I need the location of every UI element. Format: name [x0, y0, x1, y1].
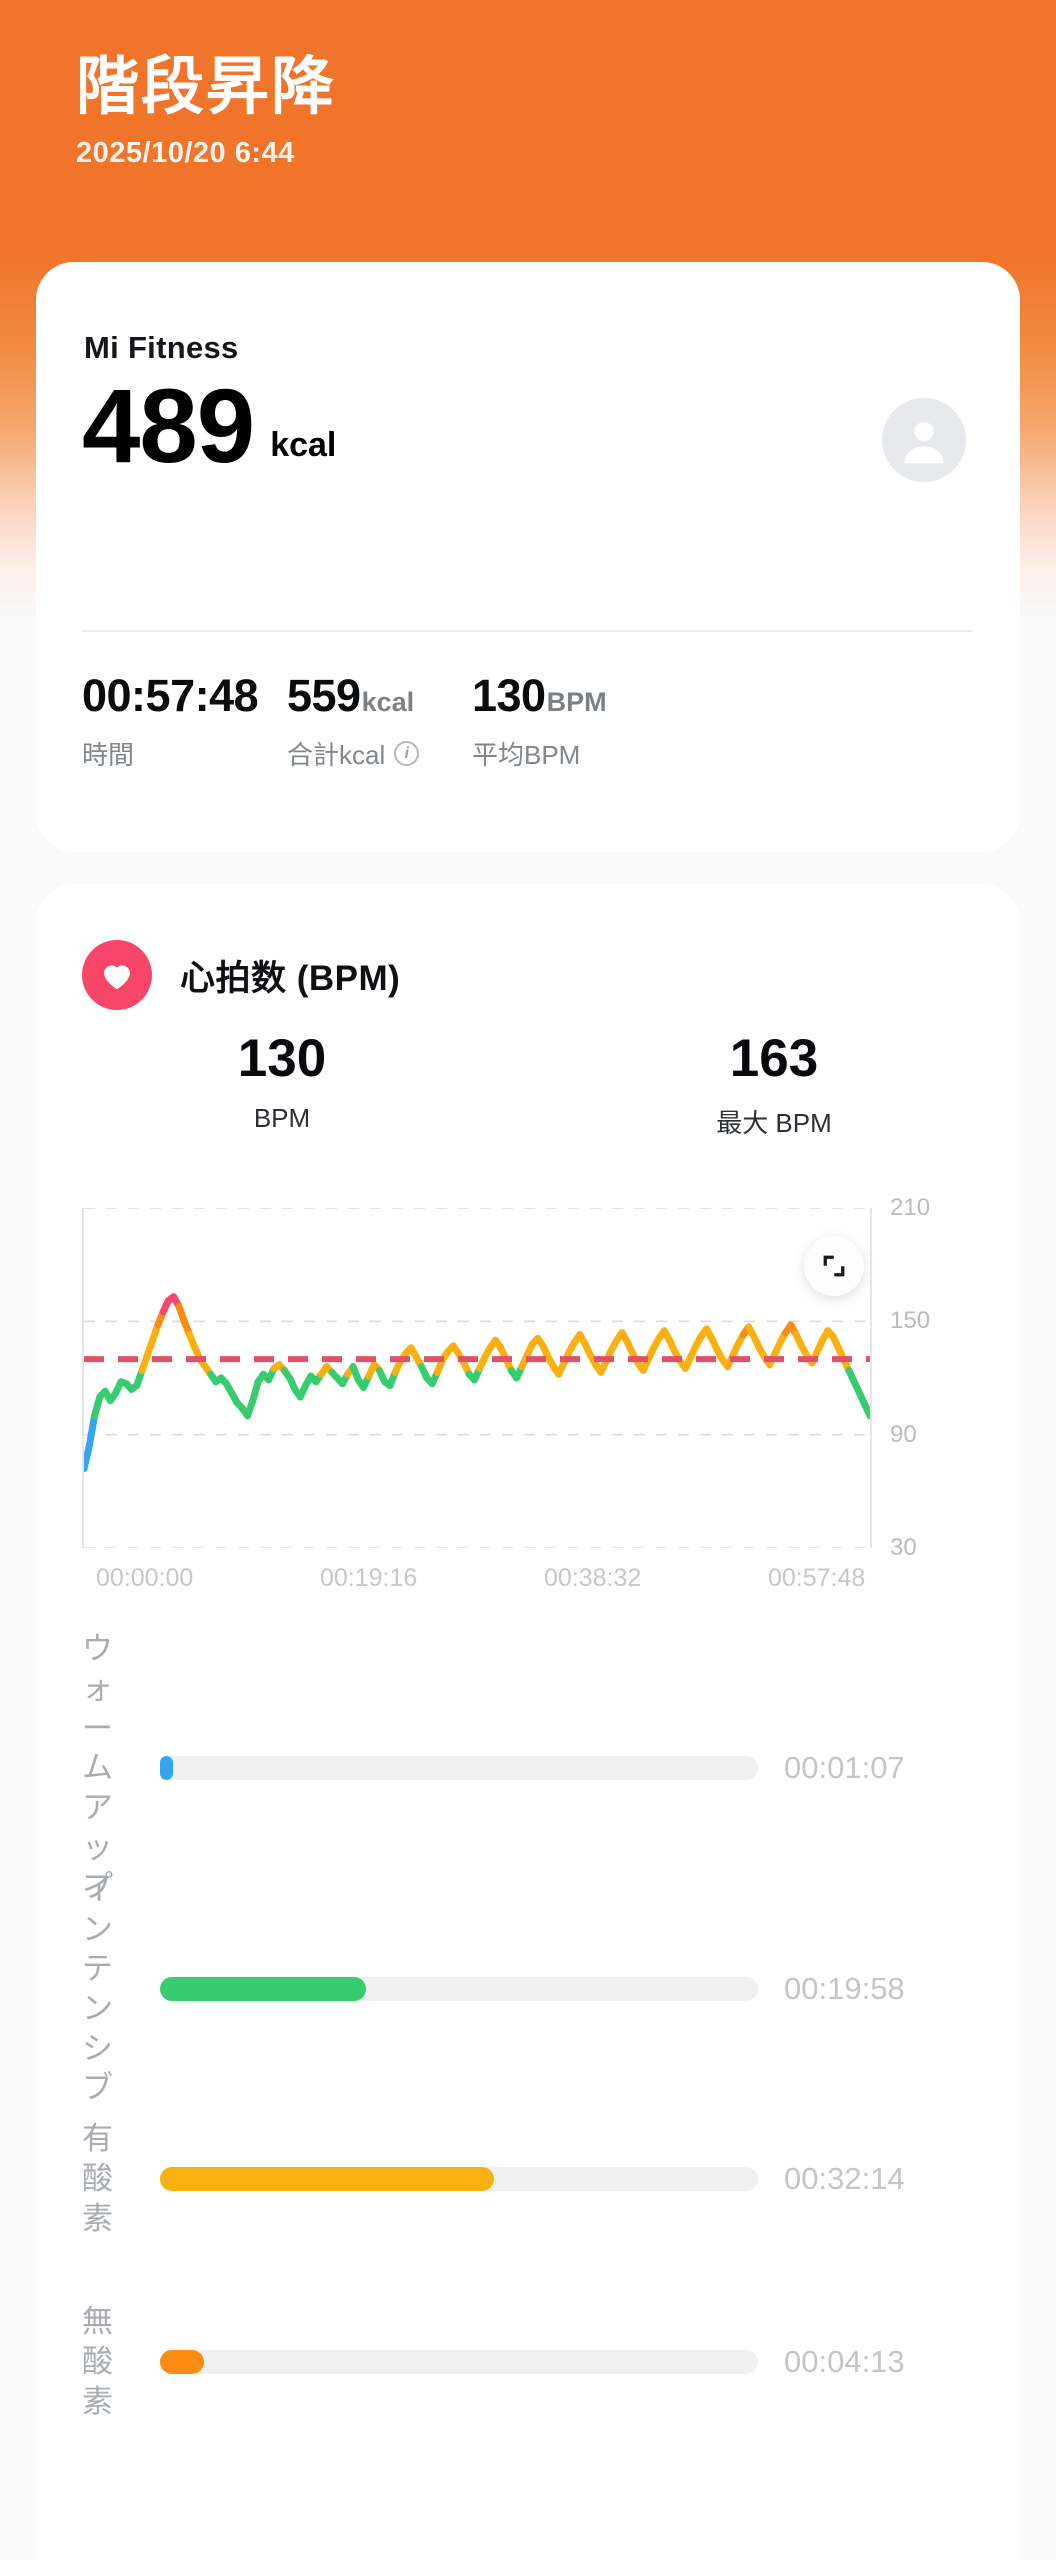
stat-avg-bpm: 130 BPM 平均BPM: [472, 670, 607, 772]
heart-rate-zone-row: 有酸素 00:32:14: [36, 2086, 1020, 2272]
zone-progress-track: [160, 2167, 758, 2191]
zone-label: インテンシブ: [82, 1871, 114, 2106]
stat-total-kcal-unit: kcal: [361, 687, 415, 717]
page-title: 階段昇降: [76, 52, 336, 122]
zone-progress-track: [160, 1756, 758, 1780]
hr-stat-avg: 130 BPM: [36, 1032, 528, 1140]
heart-rate-zones: ウォームアップ 00:01:07 インテンシブ 00:19:58 有酸素 00:32:14…: [36, 1631, 1020, 2452]
avatar[interactable]: [882, 398, 966, 482]
chart-y-tick: 90: [890, 1420, 917, 1448]
heart-rate-zone-row: インテンシブ 00:19:58: [36, 1872, 1020, 2105]
zone-duration: 00:04:13: [784, 2344, 905, 2379]
summary-card: Mi Fitness 489 kcal 00:57:48 時間 559: [36, 262, 1020, 852]
page-header: 階段昇降 2025/10/20 6:44: [0, 0, 1056, 170]
stat-avg-bpm-label: 平均BPM: [472, 740, 581, 770]
chart-x-tick: 00:57:48: [768, 1564, 866, 1592]
heart-rate-card: 心拍数 (BPM) 130 BPM 163 最大 BPM 210 150 90 30: [36, 884, 1020, 2560]
hr-stat-max: 163 最大 BPM: [528, 1032, 1020, 1140]
zone-progress-fill: [160, 1977, 367, 2001]
chart-x-axis: 00:00:00 00:19:16 00:38:32 00:57:48: [82, 1564, 888, 1604]
zone-duration: 00:32:14: [784, 2161, 905, 2196]
info-icon[interactable]: i: [394, 741, 420, 766]
zone-progress-fill: [160, 2350, 204, 2374]
zone-progress-track: [160, 2350, 758, 2374]
stat-duration-value: 00:57:48: [82, 670, 259, 721]
stat-avg-bpm-value: 130: [472, 670, 546, 721]
zone-progress-fill: [160, 2167, 494, 2191]
hr-stat-max-label: 最大 BPM: [716, 1108, 832, 1138]
stat-total-kcal-value: 559: [287, 670, 361, 721]
heart-rate-zone-row: 無酸素 00:04:13: [36, 2272, 1020, 2452]
calories-unit: kcal: [270, 426, 337, 464]
heart-rate-title: 心拍数 (BPM): [180, 958, 401, 998]
hr-stat-max-value: 163: [729, 1029, 819, 1088]
hr-stat-avg-label: BPM: [253, 1103, 311, 1133]
stat-duration-label: 時間: [82, 740, 135, 770]
zone-progress-track: [160, 1977, 758, 2001]
chart-plot-area: [82, 1208, 872, 1548]
zone-label: 有酸素: [82, 2121, 114, 2236]
zone-label: ウォームアップ: [82, 1631, 114, 1905]
chart-canvas: [84, 1208, 870, 1548]
heart-rate-chart: 210 150 90 30 00:00:00 00:19:16 00:38:32 00:57…: [82, 1194, 972, 1608]
chart-y-tick: 210: [890, 1194, 931, 1221]
zone-duration: 00:19:58: [784, 1971, 905, 2006]
heart-rate-zone-row: ウォームアップ 00:01:07: [36, 1631, 1020, 1904]
stat-total-kcal: 559 kcal 合計kcal i: [287, 670, 472, 772]
expand-icon[interactable]: [804, 1236, 864, 1296]
zone-duration: 00:01:07: [784, 1750, 905, 1785]
chart-x-tick: 00:19:16: [320, 1564, 418, 1592]
heart-icon: [82, 940, 152, 1010]
chart-y-axis: 210 150 90 30: [890, 1194, 970, 1561]
chart-y-tick: 150: [890, 1307, 931, 1335]
calories-value: 489: [82, 368, 255, 485]
heart-rate-stats: 130 BPM 163 最大 BPM: [36, 1032, 1020, 1140]
zone-label: 無酸素: [82, 2304, 114, 2419]
chart-x-tick: 00:00:00: [96, 1564, 194, 1592]
stat-total-kcal-label: 合計kcal: [287, 740, 386, 770]
stat-duration: 00:57:48 時間: [82, 670, 287, 772]
heart-rate-header: 心拍数 (BPM): [82, 940, 400, 1010]
zone-progress-fill: [160, 1756, 173, 1780]
hr-stat-avg-value: 130: [237, 1029, 327, 1088]
summary-stats-row: 00:57:48 時間 559 kcal 合計kcal i 130 BPM: [82, 670, 982, 772]
chart-x-tick: 00:38:32: [544, 1564, 642, 1592]
app-name-label: Mi Fitness: [84, 330, 239, 365]
card-divider: [82, 630, 972, 632]
calories-headline: 489 kcal: [82, 374, 336, 479]
stat-avg-bpm-unit: BPM: [546, 687, 607, 717]
chart-y-tick: 30: [890, 1534, 917, 1561]
person-avatar-icon: [904, 422, 944, 464]
workout-datetime: 2025/10/20 6:44: [76, 136, 295, 169]
